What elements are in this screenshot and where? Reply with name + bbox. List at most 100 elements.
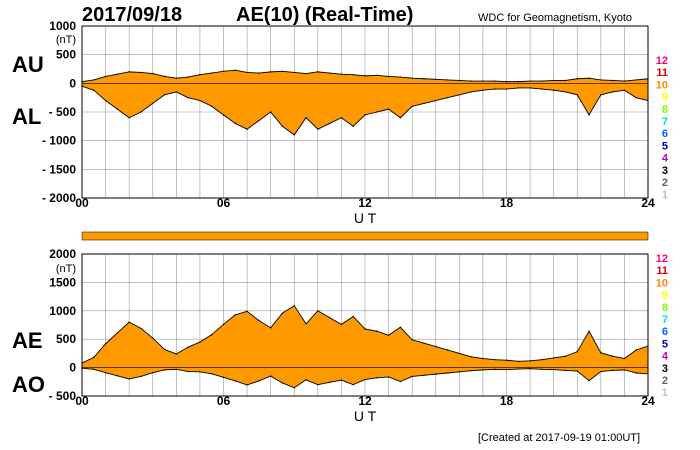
ao-point (317, 383, 319, 386)
x-tick-label: 00 (75, 394, 89, 408)
ae-point (104, 343, 107, 345)
x-tick-label: 12 (358, 394, 372, 408)
top-station-6: 6 (662, 128, 668, 140)
ao-point (411, 375, 413, 378)
ao-point (552, 368, 555, 371)
x-tick-label: 00 (75, 196, 89, 210)
x-tick-label: 06 (217, 394, 231, 408)
y-tick-label: - 500 (49, 105, 77, 119)
ao-point (328, 381, 331, 384)
x-tick-label: 12 (358, 196, 372, 210)
au-point (494, 80, 496, 82)
ao-point (104, 372, 107, 374)
au-point (446, 79, 449, 81)
ae-point (541, 358, 543, 361)
ao-point (222, 376, 225, 378)
ao-point (611, 369, 614, 372)
y-unit-label: (nT) (56, 263, 76, 275)
ao-point (163, 369, 166, 371)
y-tick-label: 500 (56, 332, 76, 346)
bottom-station-4: 4 (662, 351, 669, 363)
x-axis-title: U T (354, 210, 377, 226)
x-tick-label: 24 (641, 394, 655, 408)
ao-point (269, 375, 272, 377)
ao-point (93, 368, 95, 371)
ao-point (423, 374, 425, 376)
ao-label: AO (12, 372, 45, 397)
ae-point (588, 330, 590, 332)
au-point (187, 76, 189, 78)
ae-point (128, 321, 130, 323)
au-point (423, 78, 425, 80)
ae-point (494, 358, 496, 361)
al-point (529, 87, 531, 89)
top-station-9: 9 (662, 92, 668, 104)
al-point (611, 91, 614, 93)
ae-point (246, 310, 248, 313)
ae-point (175, 353, 178, 355)
au-point (175, 77, 178, 79)
al-point (623, 89, 626, 91)
al-point (600, 94, 602, 96)
ae-point (600, 352, 602, 354)
station-bar (81, 231, 649, 241)
au-point (505, 80, 508, 83)
ae-point (623, 357, 626, 360)
au-point (305, 72, 307, 75)
ae-point (411, 339, 413, 341)
al-point (541, 88, 543, 90)
plot-frame (81, 25, 649, 199)
ae-point (93, 356, 95, 359)
ae-point (399, 326, 402, 328)
ao-point (600, 370, 602, 373)
au-point (293, 71, 295, 74)
y-unit-label: (nT) (56, 34, 76, 46)
x-tick-label: 24 (641, 196, 655, 210)
y-tick-label: - 1000 (42, 134, 76, 148)
al-point (211, 105, 213, 107)
plot-frame (81, 253, 649, 397)
au-point (576, 78, 578, 80)
al-point (116, 108, 119, 110)
au-point (246, 71, 248, 74)
ao-point (376, 377, 378, 379)
al-point (446, 96, 449, 99)
x-tick-label: 06 (217, 196, 231, 210)
ae-point (222, 323, 225, 326)
ao-point (340, 379, 343, 381)
al-point (269, 111, 272, 113)
al-point (222, 114, 225, 116)
ao-point (187, 370, 189, 373)
au-point (211, 72, 213, 74)
ao-point (199, 371, 201, 373)
x-tick-label: 18 (500, 196, 514, 210)
al-point (411, 105, 413, 107)
y-tick-label: 500 (56, 48, 76, 62)
ae-point (269, 327, 272, 329)
bottom-station-5: 5 (662, 338, 668, 350)
bottom-station-2: 2 (662, 375, 668, 387)
y-tick-label: 0 (69, 361, 76, 375)
ae-point (328, 316, 331, 319)
al-point (552, 89, 555, 91)
ae-point (552, 357, 555, 359)
au-point (364, 75, 366, 77)
ae-point (635, 349, 637, 351)
ae-point (458, 352, 461, 355)
al-point (258, 119, 260, 122)
au-point (611, 79, 614, 82)
au-point (458, 79, 461, 82)
al-point (352, 125, 354, 128)
ao-point (494, 368, 496, 371)
ao-point (211, 373, 213, 375)
ae-point (163, 348, 166, 351)
ae-point (352, 315, 354, 318)
ao-point (635, 372, 637, 374)
top-station-10: 10 (656, 79, 668, 91)
ae-label: AE (12, 328, 43, 353)
aeao-fill (82, 305, 648, 388)
top-station-4: 4 (662, 153, 669, 165)
ao-point (152, 372, 154, 374)
au-point (588, 77, 590, 79)
